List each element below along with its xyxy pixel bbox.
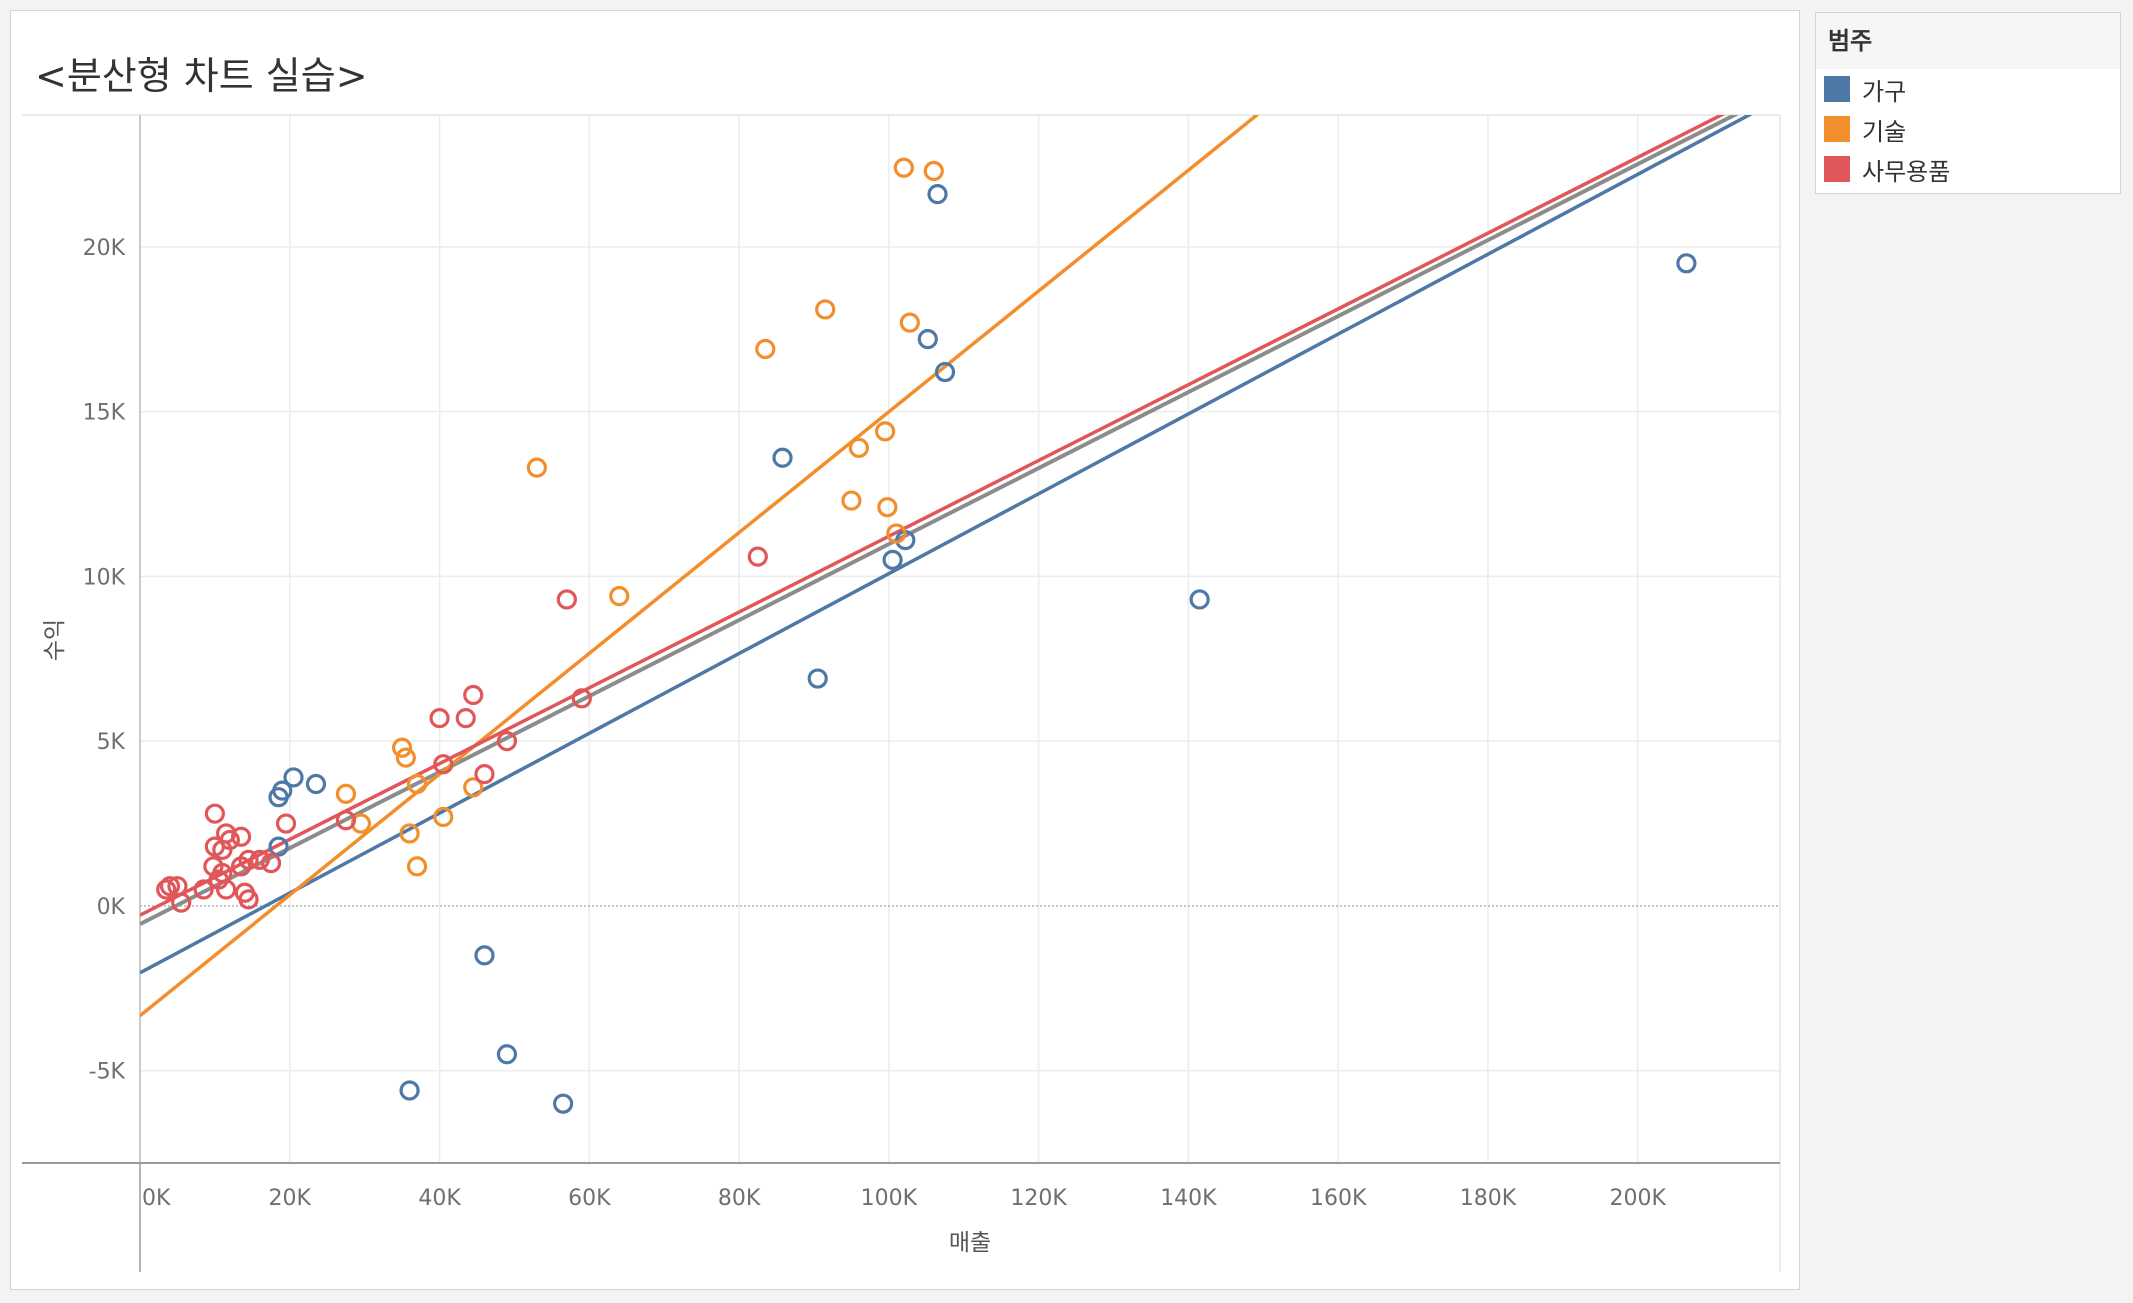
legend-title: 범주: [1816, 13, 2120, 69]
x-tick-label: 0K: [142, 1186, 171, 1211]
data-point-office-supplies: [193, 879, 214, 900]
data-point-technology: [886, 523, 907, 544]
data-point-furniture: [399, 1080, 420, 1101]
x-tick-label: 20K: [269, 1186, 312, 1211]
y-tick-label: 5K: [97, 730, 126, 755]
data-point-office-supplies: [156, 879, 177, 900]
legend-swatch-office-supplies: [1824, 156, 1850, 182]
data-point-office-supplies: [496, 731, 518, 752]
data-point-furniture: [934, 361, 956, 383]
y-tick-label: 0K: [97, 895, 126, 920]
data-point-office-supplies: [204, 803, 225, 824]
legend-swatch-technology: [1824, 116, 1850, 142]
x-tick-label: 40K: [418, 1186, 461, 1211]
legend-item-technology[interactable]: 기술: [1816, 109, 2120, 149]
data-point-technology: [923, 160, 944, 182]
data-point-furniture: [553, 1093, 574, 1114]
data-point-technology: [609, 586, 630, 607]
data-point-office-supplies: [474, 764, 495, 785]
data-point-technology: [875, 421, 896, 442]
data-point-office-supplies: [230, 826, 252, 847]
data-point-office-supplies: [275, 813, 297, 834]
x-axis-title: 매출: [949, 1230, 991, 1256]
x-tick-label: 60K: [568, 1186, 611, 1211]
data-point-furniture: [1676, 253, 1697, 274]
data-point-office-supplies: [212, 839, 233, 861]
data-point-furniture: [927, 183, 948, 205]
data-point-technology: [815, 299, 836, 320]
data-point-technology: [392, 737, 413, 758]
scatter-plot[interactable]: -5K 0K 5K 10K 15K 20K 0K 20K 40K 60K 80K 100K 120K 14…: [0, 0, 1810, 1303]
data-point-office-supplies: [747, 546, 768, 567]
legend-label-technology: 기술: [1862, 117, 1907, 146]
data-point-technology: [406, 773, 428, 795]
data-point-technology: [463, 777, 484, 798]
worksheet-panel: <분산형 차트 실습>: [10, 10, 1800, 1290]
x-tick-label: 100K: [861, 1186, 918, 1211]
y-axis-title: 수익: [42, 619, 68, 661]
data-point-furniture: [305, 773, 327, 795]
data-point-furniture: [283, 767, 304, 788]
data-point-furniture: [474, 945, 495, 966]
trend-line-technology: [140, 115, 1260, 1018]
data-point-furniture: [1189, 589, 1210, 610]
data-point-technology: [841, 490, 862, 511]
data-point-furniture: [807, 668, 828, 689]
legend-item-furniture[interactable]: 가구: [1816, 69, 2120, 109]
data-point-furniture: [268, 836, 289, 857]
legend-label-office-supplies: 사무용품: [1862, 157, 1951, 186]
trend-line-overall: [140, 115, 1739, 926]
data-point-office-supplies: [556, 589, 577, 610]
data-point-office-supplies: [571, 688, 592, 709]
data-point-technology: [433, 806, 454, 828]
x-tick-label: 160K: [1310, 1186, 1367, 1211]
trend-line-furniture: [140, 115, 1753, 975]
data-point-office-supplies: [335, 810, 357, 831]
y-tick-label: 15K: [83, 401, 126, 426]
data-point-office-supplies: [249, 849, 270, 870]
data-point-technology: [899, 312, 920, 333]
data-point-office-supplies: [455, 707, 476, 729]
data-point-technology: [335, 783, 357, 804]
data-point-technology: [399, 823, 420, 844]
data-point-office-supplies: [159, 876, 181, 897]
data-point-office-supplies: [216, 879, 237, 900]
data-point-technology: [848, 437, 870, 458]
data-point-office-supplies: [429, 707, 450, 729]
data-point-furniture: [917, 329, 938, 350]
data-point-furniture: [496, 1044, 518, 1065]
data-point-office-supplies: [238, 889, 259, 910]
data-point-technology: [755, 338, 776, 360]
trend-lines: [140, 115, 1753, 1018]
x-tick-label: 180K: [1460, 1186, 1517, 1211]
data-point-office-supplies: [463, 684, 484, 706]
data-point-furniture: [882, 549, 903, 571]
y-tick-label: -5K: [89, 1060, 126, 1085]
x-tick-label: 200K: [1610, 1186, 1667, 1211]
data-point-office-supplies: [260, 853, 282, 874]
data-point-technology: [877, 497, 898, 518]
legend-swatch-furniture: [1824, 76, 1850, 102]
data-point-office-supplies: [171, 892, 192, 913]
legend: 범주 가구 기술 사무용품: [1815, 12, 2121, 194]
data-point-technology: [395, 747, 416, 768]
legend-item-office-supplies[interactable]: 사무용품: [1816, 149, 2120, 189]
data-point-furniture: [268, 787, 289, 808]
y-tick-label: 10K: [83, 565, 126, 590]
x-tick-label: 120K: [1010, 1186, 1067, 1211]
x-tick-label: 80K: [718, 1186, 761, 1211]
x-tick-label: 140K: [1160, 1186, 1217, 1211]
legend-label-furniture: 가구: [1862, 77, 1907, 106]
data-point-office-supplies: [230, 856, 252, 877]
y-tick-label: 20K: [83, 236, 126, 261]
data-point-technology: [526, 457, 547, 478]
trend-line-office-supplies: [140, 115, 1726, 917]
data-point-office-supplies: [433, 754, 454, 775]
chart-title: <분산형 차트 실습>: [35, 54, 368, 98]
data-point-technology: [893, 157, 914, 178]
data-point-technology: [406, 856, 428, 877]
data-point-furniture: [772, 447, 793, 468]
